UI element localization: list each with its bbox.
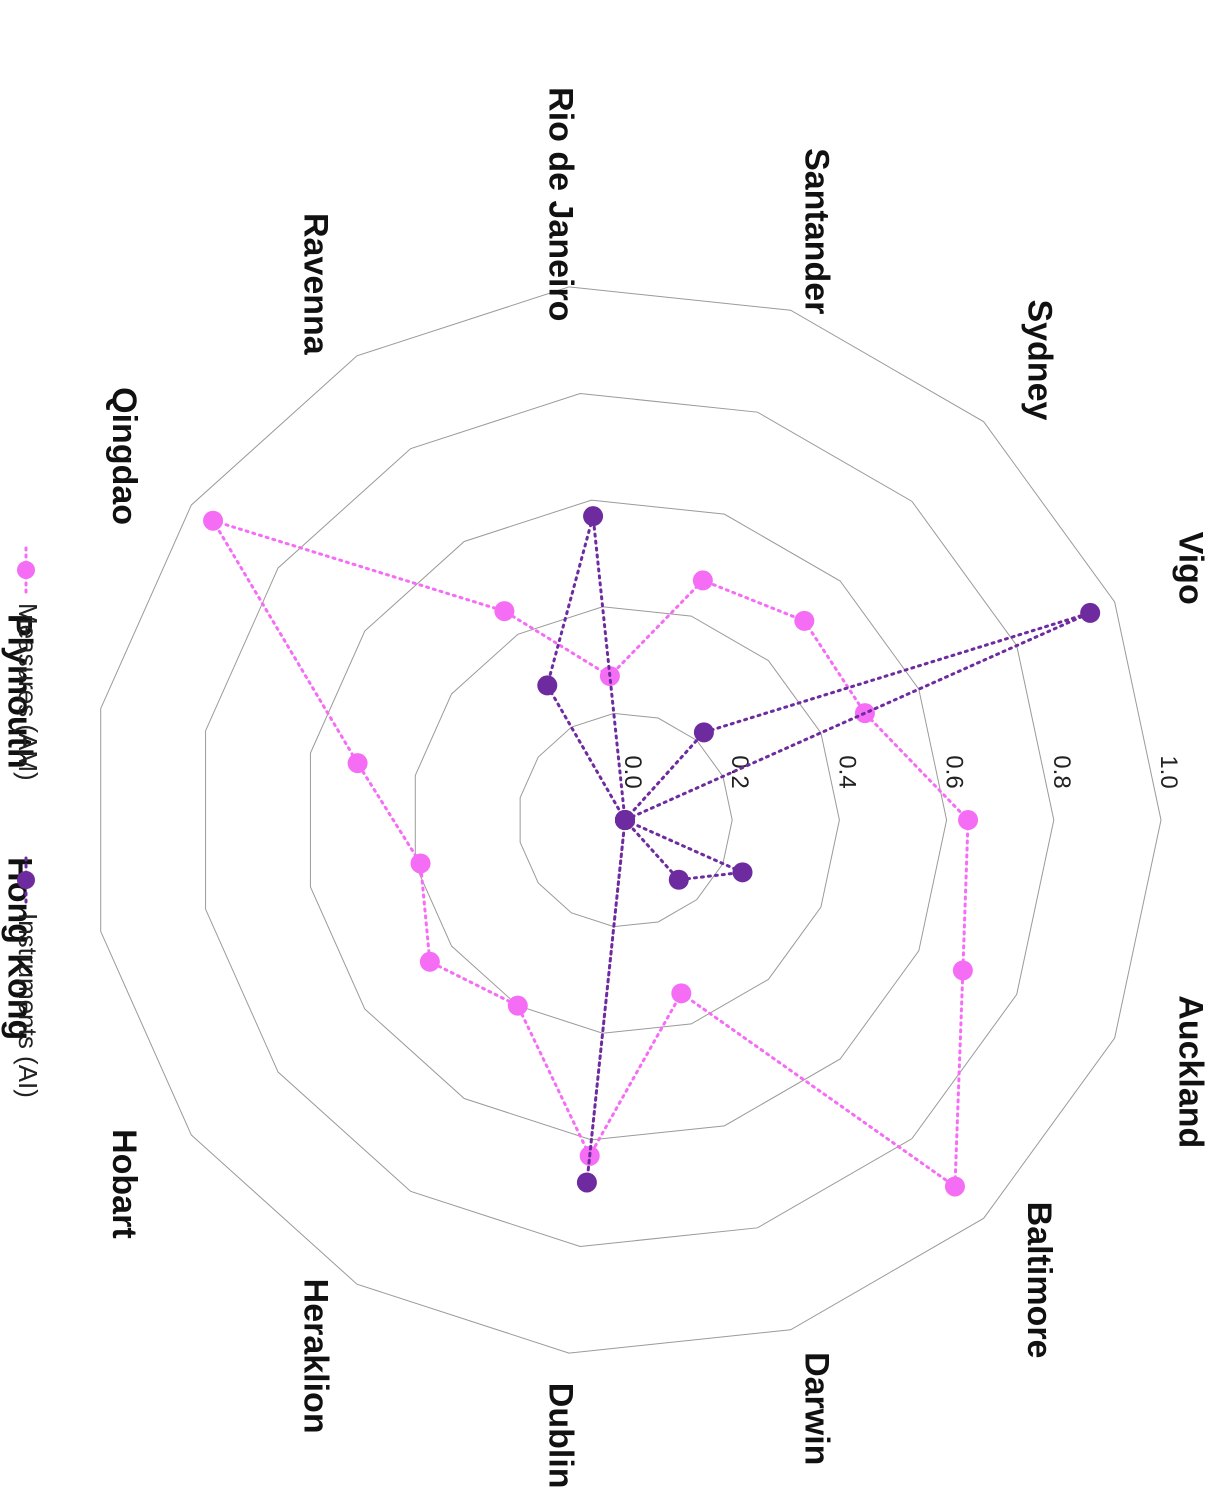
data-point-measures-am-sydney bbox=[794, 610, 815, 631]
data-point-measures-am-ashdod bbox=[958, 810, 979, 830]
data-point-measures-am-hong-kong bbox=[410, 853, 431, 874]
radial-tick-label: 0.0 bbox=[619, 755, 646, 788]
category-label-ashdod: Ashdod bbox=[1225, 757, 1231, 884]
data-point-instruments-ai-dublin bbox=[576, 1172, 597, 1193]
data-point-instruments-ai-ravenna bbox=[537, 675, 558, 696]
grid-ring-5 bbox=[100, 286, 1162, 1354]
radial-tick-label: 1.0 bbox=[1155, 755, 1182, 788]
legend-item-measures-am: Measures (AM) bbox=[13, 546, 43, 781]
radial-tick-label: 0.4 bbox=[833, 755, 860, 788]
category-label-hobart: Hobart bbox=[105, 1129, 143, 1239]
legend-item-instruments-ai: Instruments (AI) bbox=[13, 856, 43, 1098]
legend-marker bbox=[17, 561, 35, 579]
data-point-instruments-ai-baltimore bbox=[668, 869, 689, 890]
category-label-auckland: Auckland bbox=[1172, 995, 1210, 1148]
legend-label: Measures (AM) bbox=[13, 603, 43, 781]
data-point-instruments-ai-santander bbox=[615, 810, 635, 830]
category-label-heraklion: Heraklion bbox=[296, 1279, 334, 1434]
data-point-measures-am-ravenna bbox=[494, 601, 515, 622]
data-point-measures-am-hobart bbox=[419, 951, 440, 972]
data-point-instruments-ai-rio-de-janeiro bbox=[583, 506, 604, 527]
grid-ring-2 bbox=[414, 606, 840, 1034]
category-label-dublin: Dublin bbox=[541, 1383, 579, 1489]
data-point-measures-am-baltimore bbox=[944, 1176, 965, 1197]
category-label-hong-kong: Hong Kong bbox=[0, 857, 38, 1040]
legend: Measures (AM) Instruments (AI) bbox=[13, 546, 43, 1098]
category-label-santander: Santander bbox=[797, 148, 835, 314]
legend-label: Instruments (AI) bbox=[13, 913, 43, 1098]
series-line-instruments-ai bbox=[545, 515, 1091, 1183]
data-point-measures-am-santander bbox=[692, 570, 713, 591]
category-label-ravenna: Ravenna bbox=[296, 213, 334, 356]
radial-tick-label: 0.6 bbox=[941, 755, 968, 788]
data-point-measures-am-qingdao bbox=[203, 510, 224, 531]
data-point-measures-am-darwin bbox=[671, 983, 692, 1004]
data-point-measures-am-auckland bbox=[952, 960, 973, 981]
series-instruments-ai bbox=[537, 506, 1101, 1193]
category-label-vigo: Vigo bbox=[1172, 532, 1210, 605]
category-label-baltimore: Baltimore bbox=[1020, 1202, 1058, 1359]
series-layer bbox=[203, 506, 1101, 1197]
series-line-measures-am bbox=[209, 518, 970, 1190]
series-measures-am bbox=[203, 510, 979, 1197]
radial-tick-labels: 0.0 0.2 0.4 0.6 0.8 1.0 bbox=[619, 755, 1182, 788]
data-point-instruments-ai-auckland bbox=[732, 862, 753, 883]
data-point-instruments-ai-sydney bbox=[693, 722, 714, 743]
data-point-instruments-ai-vigo bbox=[1080, 602, 1101, 623]
grid-ring-3 bbox=[309, 499, 948, 1141]
grid-ring-4 bbox=[205, 393, 1055, 1247]
grid-ring-1 bbox=[519, 712, 733, 928]
radar-grid bbox=[100, 286, 1162, 1354]
data-point-measures-am-heraklion bbox=[507, 995, 528, 1016]
category-label-qingdao: Qingdao bbox=[105, 387, 143, 525]
category-label-darwin: Darwin bbox=[797, 1352, 835, 1465]
legend-marker bbox=[17, 871, 35, 889]
category-labels: Ashdod Auckland Baltimore Darwin Dublin Herak… bbox=[0, 87, 1231, 1488]
category-label-sydney: Sydney bbox=[1020, 299, 1058, 420]
category-label-plymouth: Plymouth bbox=[0, 614, 38, 769]
category-label-rio-de-janeiro: Rio de Janeiro bbox=[541, 87, 579, 321]
radial-tick-label: 0.8 bbox=[1048, 755, 1075, 788]
data-point-measures-am-plymouth bbox=[347, 753, 368, 774]
